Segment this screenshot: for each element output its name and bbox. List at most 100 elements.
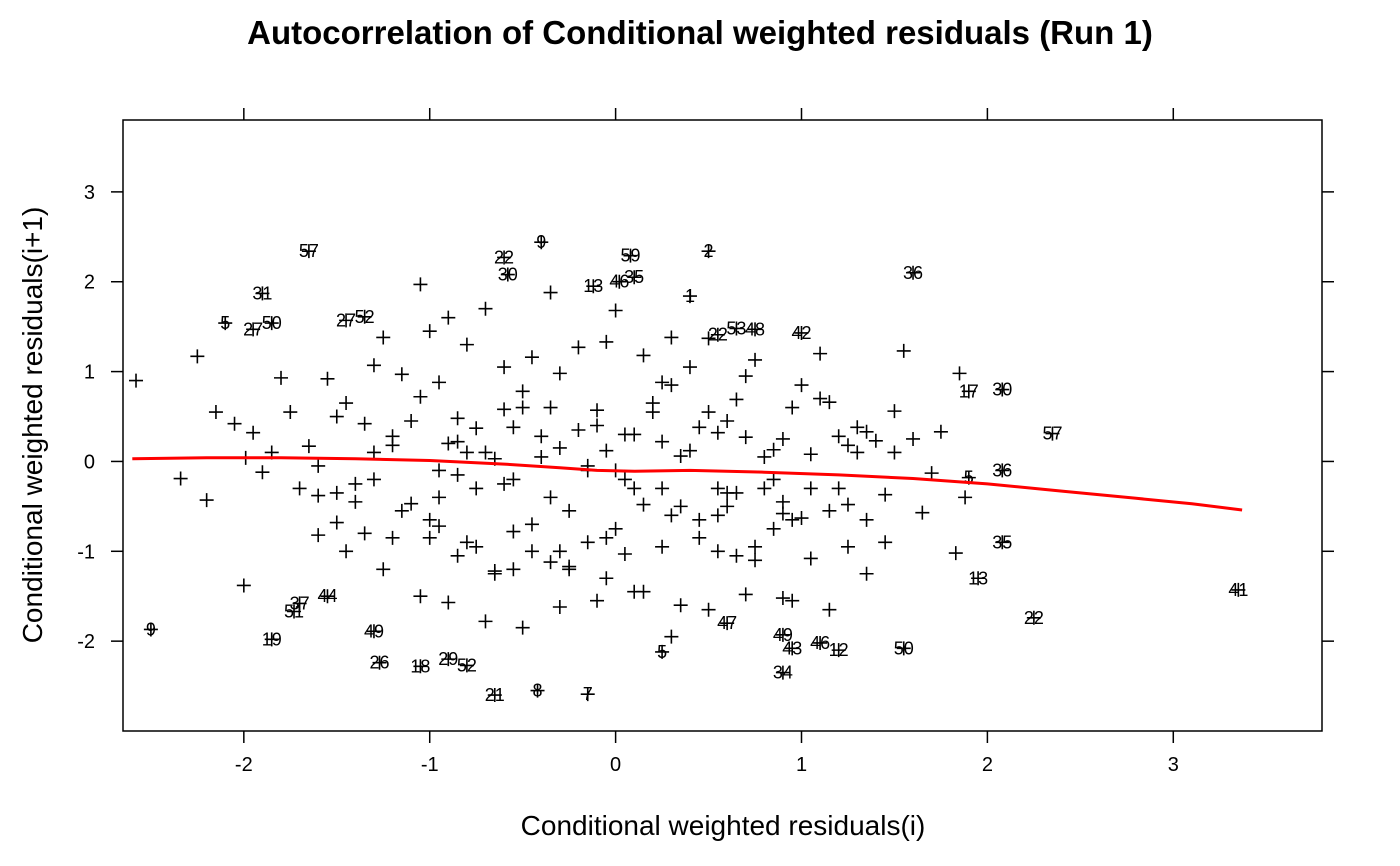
labeled-point bbox=[413, 659, 428, 674]
data-point bbox=[590, 418, 605, 433]
data-point bbox=[469, 421, 484, 436]
data-point bbox=[311, 488, 326, 503]
labeled-point bbox=[831, 643, 846, 658]
data-point bbox=[320, 371, 335, 386]
y-tick-label: -1 bbox=[77, 541, 95, 563]
y-axis-label: Conditional weighted residuals(i+1) bbox=[17, 207, 48, 644]
data-point bbox=[599, 571, 614, 586]
labeled-point bbox=[372, 655, 387, 670]
data-point bbox=[497, 360, 512, 375]
data-point bbox=[543, 555, 558, 570]
point-label: 47 bbox=[717, 613, 737, 633]
point-label: 27 bbox=[243, 319, 263, 339]
data-point bbox=[506, 524, 521, 539]
labeled-point bbox=[961, 384, 976, 399]
point-label: 7 bbox=[583, 684, 593, 704]
point-label: 35 bbox=[624, 267, 644, 287]
data-point bbox=[710, 544, 725, 559]
data-point bbox=[738, 430, 753, 445]
data-point bbox=[506, 562, 521, 577]
point-label: 44 bbox=[317, 586, 337, 606]
point-label: 57 bbox=[299, 241, 319, 261]
data-point bbox=[357, 526, 372, 541]
data-point bbox=[775, 431, 790, 446]
y-tick-label: 0 bbox=[84, 451, 95, 473]
data-point bbox=[478, 614, 493, 629]
data-point bbox=[896, 343, 911, 358]
data-point bbox=[720, 499, 735, 514]
point-label: 42 bbox=[791, 323, 811, 343]
labeled-point bbox=[785, 641, 800, 656]
point-label: 59 bbox=[620, 246, 640, 266]
x-axis-label: Conditional weighted residuals(i) bbox=[521, 810, 926, 841]
data-point bbox=[775, 591, 790, 606]
labeled-point bbox=[794, 325, 809, 340]
data-point bbox=[274, 370, 289, 385]
labeled-point bbox=[218, 316, 233, 331]
data-point bbox=[627, 481, 642, 496]
labeled-point bbox=[441, 652, 456, 667]
data-point bbox=[246, 425, 261, 440]
labeled-point bbox=[775, 627, 790, 642]
chart-title: Autocorrelation of Conditional weighted … bbox=[247, 14, 1153, 51]
point-label: 49 bbox=[773, 625, 793, 645]
data-point bbox=[413, 589, 428, 604]
data-point bbox=[543, 285, 558, 300]
labeled-point bbox=[487, 688, 502, 703]
data-point bbox=[948, 546, 963, 561]
data-point bbox=[599, 443, 614, 458]
point-label: 2 bbox=[704, 241, 714, 261]
data-point bbox=[432, 490, 447, 505]
data-point bbox=[524, 350, 539, 365]
point-label: 13 bbox=[968, 568, 988, 588]
data-point bbox=[655, 434, 670, 449]
data-point bbox=[552, 544, 567, 559]
labeled-point bbox=[301, 244, 316, 259]
data-point bbox=[173, 471, 188, 486]
point-label: 9 bbox=[536, 232, 546, 252]
x-tick-label: 2 bbox=[982, 754, 993, 776]
point-label: 12 bbox=[829, 640, 849, 660]
data-point bbox=[357, 416, 372, 431]
data-point bbox=[422, 324, 437, 339]
data-point bbox=[571, 340, 586, 355]
point-label: 36 bbox=[903, 263, 923, 283]
point-label: 27 bbox=[336, 310, 356, 330]
point-label: 13 bbox=[583, 276, 603, 296]
data-point bbox=[422, 512, 437, 527]
point-label: 17 bbox=[959, 381, 979, 401]
data-point bbox=[664, 629, 679, 644]
data-point bbox=[385, 438, 400, 453]
data-point bbox=[227, 416, 242, 431]
data-point bbox=[552, 366, 567, 381]
data-point bbox=[813, 346, 828, 361]
data-point bbox=[636, 348, 651, 363]
data-point bbox=[432, 463, 447, 478]
point-label: 8 bbox=[533, 681, 543, 701]
point-label: 22 bbox=[1024, 608, 1044, 628]
data-point bbox=[850, 420, 865, 435]
data-point bbox=[376, 562, 391, 577]
point-label: 30 bbox=[498, 265, 518, 285]
data-point bbox=[924, 466, 939, 481]
data-point bbox=[366, 445, 381, 460]
data-point bbox=[311, 458, 326, 473]
data-point bbox=[543, 490, 558, 505]
point-label: 19 bbox=[262, 629, 282, 649]
data-point bbox=[831, 481, 846, 496]
data-point bbox=[664, 330, 679, 345]
data-point bbox=[562, 503, 577, 518]
data-point bbox=[617, 472, 632, 487]
data-point bbox=[627, 427, 642, 442]
point-label: 43 bbox=[782, 638, 802, 658]
labeled-point bbox=[1231, 582, 1246, 597]
data-point bbox=[803, 481, 818, 496]
labeled-point bbox=[264, 316, 279, 331]
point-label: 57 bbox=[1042, 424, 1062, 444]
data-point bbox=[497, 402, 512, 417]
labeled-point bbox=[612, 274, 627, 289]
data-point bbox=[552, 600, 567, 615]
labeled-point bbox=[339, 313, 354, 328]
